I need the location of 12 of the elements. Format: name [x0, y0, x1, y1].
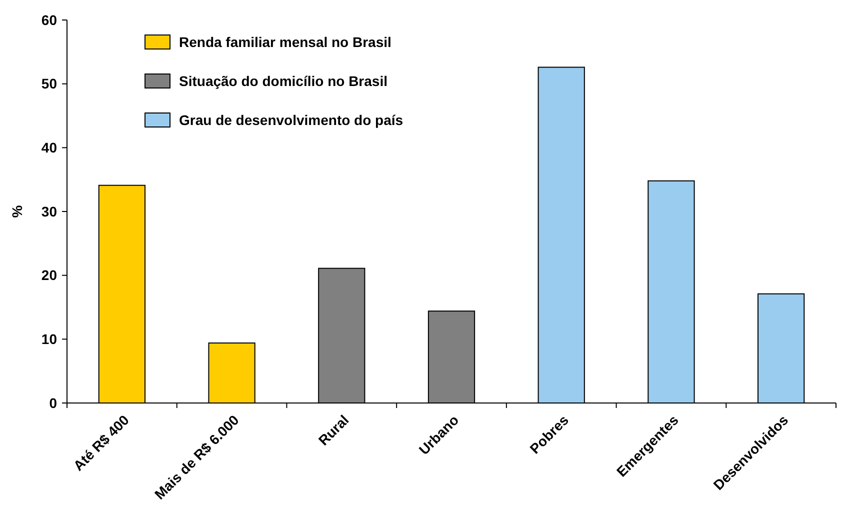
y-tick-label: 40	[41, 140, 58, 156]
x-tick-label: Até R$ 400	[70, 412, 132, 474]
legend-label: Renda familiar mensal no Brasil	[179, 34, 392, 50]
y-tick-label: 20	[41, 267, 58, 284]
y-tick-label: 60	[41, 12, 58, 28]
y-axis-title: %	[9, 204, 25, 218]
legend-label: Situação do domicílio no Brasil	[179, 72, 388, 89]
legend-label: Grau de desenvolvimento do país	[179, 112, 404, 128]
y-tick-label: 0	[49, 394, 58, 411]
y-tick-label: 10	[41, 331, 58, 348]
y-tick-label: 50	[41, 76, 58, 92]
y-tick-label: 30	[41, 203, 58, 220]
